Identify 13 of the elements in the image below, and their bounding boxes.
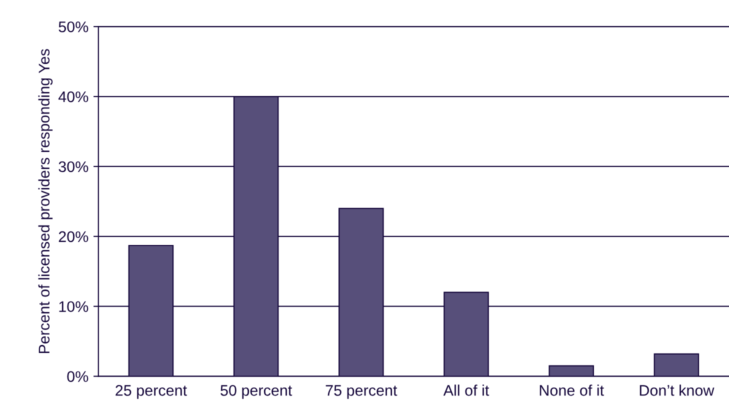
x-tick-label: Don’t know [640,384,714,396]
y-tick-label: 50% [58,21,88,32]
x-tick-label: 50 percent [220,385,292,399]
y-tick-label: 30% [58,161,88,172]
x-tick-label: 75 percent [326,385,398,399]
x-tick-label: 25 percent [116,385,187,399]
y-tick-label: 20% [58,231,88,242]
y-tick-label: 40% [58,91,88,102]
y-tick-label: 10% [59,301,88,312]
y-tick-label: 0% [67,371,88,382]
x-tick-label: None of it [540,384,604,396]
y-axis-title: Percent of licensed providers responding Yes [38,49,53,354]
x-tick-label: All of it [443,384,490,396]
